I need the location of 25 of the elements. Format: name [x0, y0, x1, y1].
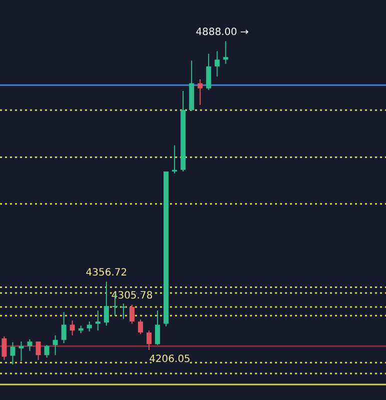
candlestick [214, 50, 220, 77]
annotation: 4888.00 → [196, 27, 249, 38]
candlestick [206, 53, 212, 91]
candlestick [172, 144, 178, 174]
candlestick [129, 304, 134, 324]
candlestick [146, 330, 152, 350]
candlestick [2, 336, 7, 360]
candlestick [52, 334, 58, 356]
candlestick [223, 40, 228, 64]
candlestick [138, 319, 143, 335]
candlestick [36, 341, 41, 360]
candlestick [95, 310, 100, 332]
candlestick [120, 303, 126, 320]
candlestick [61, 312, 66, 344]
candlestick [44, 344, 50, 358]
candlestick [70, 320, 75, 336]
candlestick [155, 310, 160, 346]
candlestick [104, 281, 109, 326]
candlestick [198, 78, 203, 106]
annotation: 4206.05 [149, 354, 190, 365]
candlestick [10, 342, 16, 366]
candlestick [27, 338, 32, 352]
annotation: 4356.72 [86, 268, 128, 279]
candlestick [18, 341, 24, 362]
candlestick [86, 321, 92, 332]
